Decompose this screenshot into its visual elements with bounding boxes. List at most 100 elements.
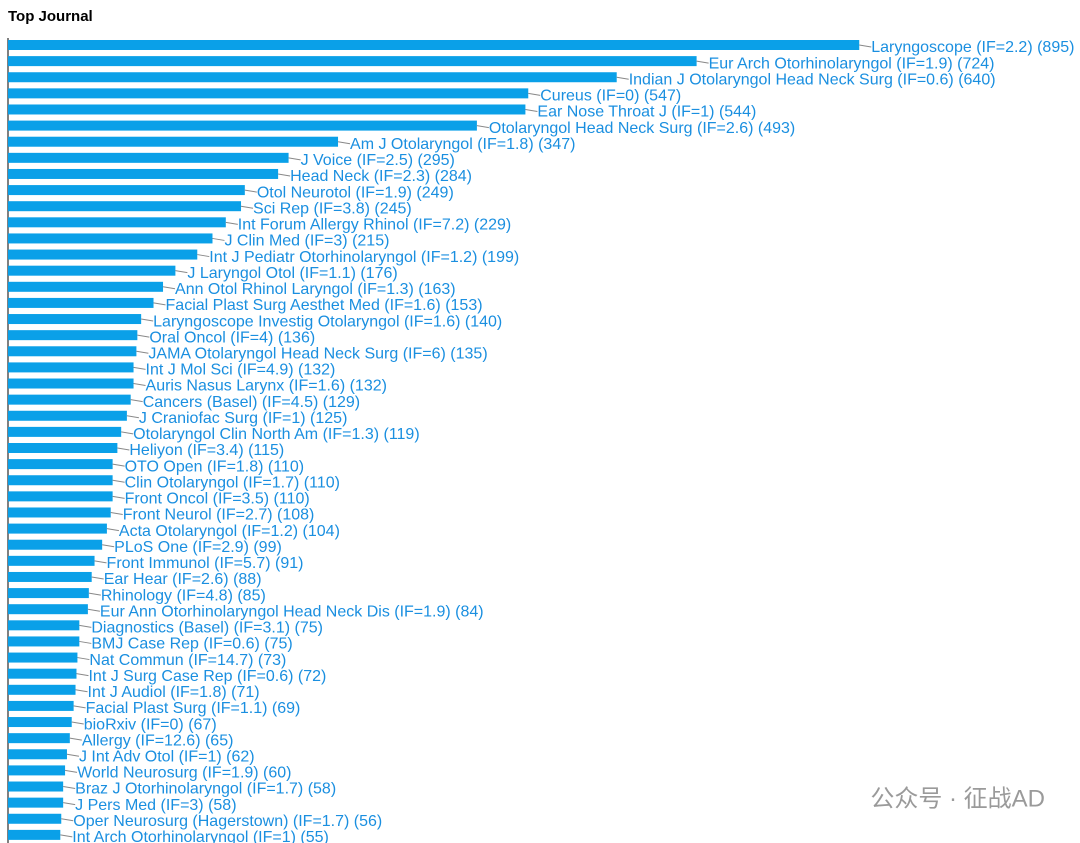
bar (8, 378, 134, 389)
leader-line (528, 92, 541, 96)
leader-line (76, 673, 89, 677)
bar-label: PLoS One (IF=2.9) (99) (114, 539, 282, 556)
leader-line (121, 431, 134, 435)
leader-line (87, 608, 100, 612)
bar (8, 104, 526, 115)
leader-line (225, 221, 238, 225)
bar-label: Int J Audiol (IF=1.8) (71) (88, 684, 260, 701)
leader-line (133, 366, 146, 370)
bar-label: J Int Adv Otol (IF=1) (62) (79, 748, 255, 765)
bar (8, 733, 70, 744)
bar-label: Eur Arch Otorhinolaryngol (IF=1.9) (724) (709, 55, 995, 72)
leader-line (69, 737, 82, 741)
bar-label: Diagnostics (Basel) (IF=3.1) (75) (91, 620, 323, 637)
bar-label: Facial Plast Surg Aesthet Med (IF=1.6) (… (166, 297, 483, 314)
bar (8, 781, 64, 792)
bar (8, 571, 92, 582)
bar (8, 249, 198, 260)
bar (8, 136, 339, 147)
leader-line (61, 818, 74, 822)
bar-label: Ear Hear (IF=2.6) (88) (104, 571, 262, 588)
bar (8, 813, 62, 824)
bar-label: Indian J Otolaryngol Head Neck Surg (IF=… (629, 71, 996, 88)
bar-label: Head Neck (IF=2.3) (284) (290, 168, 472, 185)
bar (8, 765, 66, 776)
bar (8, 152, 289, 163)
leader-line (137, 334, 150, 338)
leader-line (153, 302, 166, 306)
bar-label: Otol Neurotol (IF=1.9) (249) (257, 184, 454, 201)
bar-label: OTO Open (IF=1.8) (110) (125, 458, 304, 475)
bar (8, 72, 617, 83)
bar-label: Clin Otolaryngol (IF=1.7) (110) (125, 474, 340, 491)
leader-line (212, 237, 225, 241)
bar-label: Allergy (IF=12.6) (65) (82, 732, 234, 749)
bar (8, 88, 529, 99)
leader-line (102, 544, 115, 548)
bar-label: J Pers Med (IF=3) (58) (75, 797, 236, 814)
bar-label: Ann Otol Rhinol Laryngol (IF=1.3) (163) (175, 281, 456, 298)
bar (8, 652, 78, 663)
leader-line (175, 270, 188, 274)
leader-line (278, 173, 291, 177)
bar-label: Otolaryngol Clin North Am (IF=1.3) (119) (133, 426, 419, 443)
bar (8, 459, 113, 470)
bar (8, 668, 77, 679)
bar (8, 426, 122, 437)
leader-line (79, 624, 92, 628)
leader-line (244, 189, 257, 193)
bar-label: Oral Oncol (IF=4) (136) (149, 329, 315, 346)
bar (8, 829, 61, 840)
leader-line (288, 157, 301, 161)
bar (8, 297, 154, 308)
bar-label: Acta Otolaryngol (IF=1.2) (104) (119, 523, 340, 540)
bar-label: Front Oncol (IF=3.5) (110) (125, 491, 310, 508)
leader-line (525, 108, 538, 112)
bar-label: J Laryngol Otol (IF=1.1) (176) (187, 265, 397, 282)
leader-line (162, 286, 176, 290)
leader-line (117, 447, 130, 451)
bar (8, 684, 76, 695)
bar-label: Sci Rep (IF=3.8) (245) (253, 200, 412, 217)
bar (8, 40, 860, 50)
bar (8, 636, 80, 647)
bar-label: J Craniofac Surg (IF=1) (125) (139, 410, 348, 427)
leader-line (476, 125, 489, 129)
bar (8, 555, 95, 566)
bar (8, 539, 103, 550)
bar (8, 281, 164, 292)
bar (8, 523, 107, 534)
leader-line (91, 576, 104, 580)
bar (8, 265, 176, 276)
bar-label: Front Neurol (IF=2.7) (108) (123, 507, 315, 524)
bar (8, 362, 134, 373)
leader-line (88, 592, 101, 596)
leader-line (66, 753, 80, 757)
bar (8, 346, 137, 357)
leader-line (94, 560, 107, 564)
bar-label: Front Immunol (IF=5.7) (91) (107, 555, 304, 572)
bar (8, 168, 279, 179)
bar (8, 233, 213, 244)
bar (8, 217, 226, 228)
bar (8, 749, 67, 760)
leader-line (112, 479, 125, 483)
bar-label: Int J Pediatr Otorhinolaryngol (IF=1.2) … (209, 249, 519, 266)
leader-line (112, 495, 125, 499)
leader-line (136, 350, 149, 354)
bar-label: Int Forum Allergy Rhinol (IF=7.2) (229) (238, 217, 511, 234)
bar-label: BMJ Case Rep (IF=0.6) (75) (91, 636, 292, 653)
leader-line (60, 834, 73, 838)
leader-line (110, 511, 123, 515)
leader-line (73, 705, 86, 709)
leader-line (130, 399, 143, 403)
bar (8, 507, 111, 518)
leader-line (616, 76, 629, 80)
leader-line (141, 318, 154, 322)
bar-label: Int J Surg Case Rep (IF=0.6) (72) (88, 668, 326, 685)
bar (8, 491, 113, 502)
bar-label: JAMA Otolaryngol Head Neck Surg (IF=6) (… (148, 345, 487, 362)
bar-label: Braz J Otorhinolaryngol (IF=1.7) (58) (75, 781, 336, 798)
bar (8, 410, 127, 421)
